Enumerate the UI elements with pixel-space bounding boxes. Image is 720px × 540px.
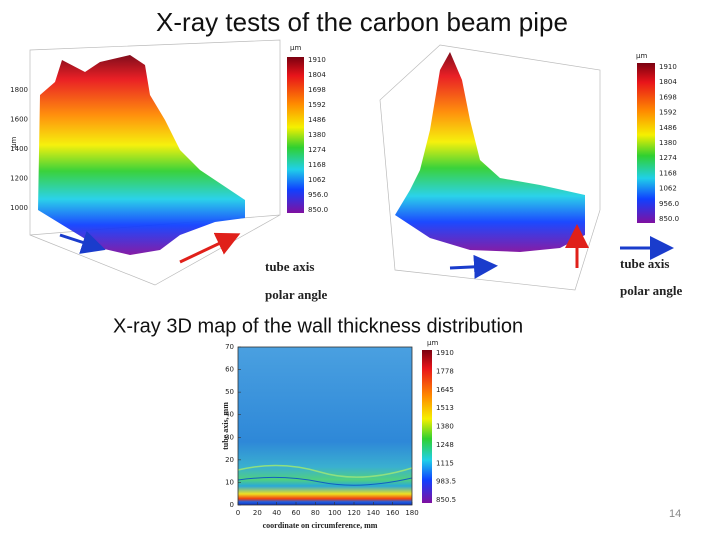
- y-tick-label: 0: [230, 501, 234, 509]
- colorbar-label: 1592: [659, 109, 677, 117]
- right-3d-plot: µm tube axis polar angle: [379, 44, 682, 298]
- tube-axis-label: tube axis: [265, 259, 314, 274]
- colorbar-label: 850.0: [659, 215, 679, 223]
- colorbar-label: 1168: [308, 161, 326, 169]
- y-axis-label: tube axis, mm: [221, 402, 230, 450]
- colorbar-label: 1274: [659, 154, 677, 162]
- colorbar-unit: µm: [290, 44, 301, 52]
- polar-angle-label: polar angle: [265, 287, 327, 302]
- colorbar-label: 1645: [436, 386, 454, 394]
- colorbar-label: 1062: [659, 185, 677, 193]
- tube-axis-label: tube axis: [620, 256, 669, 271]
- colorbar-unit: µm: [427, 339, 438, 347]
- colorbar-label: 1778: [436, 367, 454, 375]
- y-tick-label: 70: [225, 343, 234, 351]
- y-tick-label: 10: [225, 478, 234, 486]
- x-tick-label: 100: [328, 509, 341, 517]
- map-image: [238, 347, 412, 505]
- colorbar-label: 956.0: [308, 191, 328, 199]
- colorbar-label: 1804: [308, 71, 326, 79]
- colorbar-label: 1380: [436, 423, 454, 431]
- colorbar-label: 1910: [308, 56, 326, 64]
- colorbar-label: 1248: [436, 441, 454, 449]
- x-tick-label: 140: [367, 509, 380, 517]
- colorbar-label: 1115: [436, 459, 454, 467]
- z-tick-label: 1600: [10, 116, 28, 124]
- colorbar-label: 1513: [436, 404, 454, 412]
- colorbar-label: 983.5: [436, 478, 456, 486]
- colorbar-label: 1698: [308, 86, 326, 94]
- colorbar-label: 1274: [308, 146, 326, 154]
- y-tick-label: 50: [225, 388, 234, 396]
- colorbar-label: 1910: [659, 63, 677, 71]
- x-tick-label: 60: [292, 509, 301, 517]
- x-tick-label: 180: [405, 509, 418, 517]
- colorbar-label: 1804: [659, 78, 677, 86]
- colorbar-label: 850.5: [436, 496, 456, 504]
- colorbar-label: 1592: [308, 101, 326, 109]
- z-tick-label: 1200: [10, 175, 28, 183]
- y-tick-label: 20: [225, 456, 234, 464]
- left-3d-plot: µm µm tube axis polar angle: [10, 39, 327, 302]
- colorbar-label: 850.0: [308, 206, 328, 214]
- z-unit: µm: [10, 137, 18, 148]
- z-tick-label: 1800: [10, 86, 28, 94]
- x-tick-label: 80: [311, 509, 320, 517]
- slide-title: X-ray tests of the carbon beam pipe: [156, 7, 568, 37]
- colorbar: [422, 350, 432, 503]
- x-tick-label: 120: [347, 509, 360, 517]
- x-tick-label: 160: [386, 509, 399, 517]
- colorbar-label: 1168: [659, 169, 677, 177]
- subtitle: X-ray 3D map of the wall thickness distr…: [113, 315, 523, 337]
- x-tick-label: 20: [253, 509, 262, 517]
- colorbar-label: 1380: [308, 131, 326, 139]
- colorbar-label: 1698: [659, 93, 677, 101]
- colorbar-label: 1486: [659, 124, 677, 132]
- colorbar-label: 956.0: [659, 200, 679, 208]
- colorbar: [287, 57, 304, 213]
- colorbar-label: 1910: [436, 349, 454, 357]
- colorbar-label: 1486: [308, 116, 326, 124]
- colorbar-label: 1062: [308, 176, 326, 184]
- z-tick-label: 1400: [10, 145, 28, 153]
- polar-angle-label: polar angle: [620, 283, 682, 298]
- x-axis-label: coordinate on circumference, mm: [263, 521, 378, 530]
- y-tick-label: 40: [225, 411, 234, 419]
- x-tick-label: 40: [272, 509, 281, 517]
- page-number: 14: [669, 508, 681, 520]
- colorbar-label: 1380: [659, 139, 677, 147]
- y-tick-label: 30: [225, 433, 234, 441]
- z-tick-label: 1000: [10, 204, 28, 212]
- y-tick-label: 60: [225, 366, 234, 374]
- thickness-map: µm tube axis, mm coordinate on circumfer…: [221, 339, 439, 530]
- colorbar: [637, 63, 655, 223]
- x-tick-label: 0: [236, 509, 240, 517]
- colorbar-unit: µm: [636, 52, 647, 60]
